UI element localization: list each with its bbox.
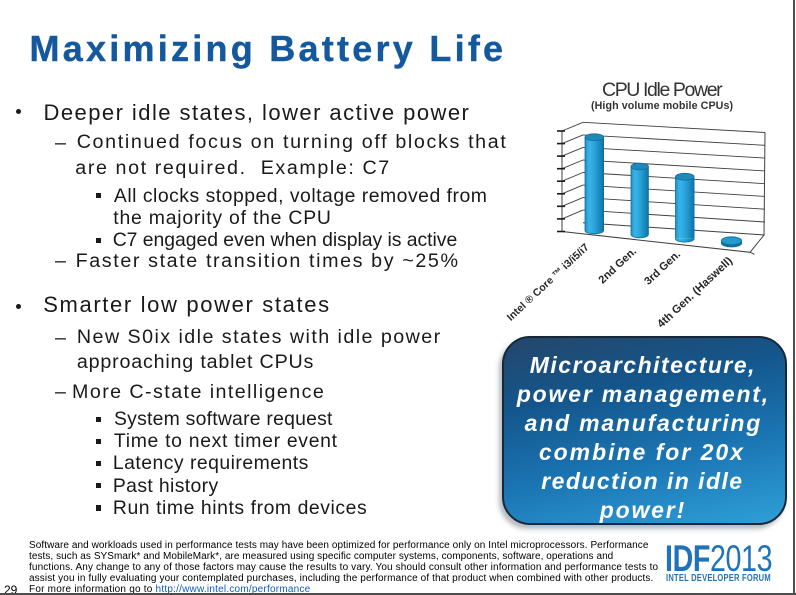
svg-text:Intel ® Core ™ i3/i5/i7: Intel ® Core ™ i3/i5/i7: [505, 241, 592, 323]
svg-text:2nd Gen.: 2nd Gen.: [596, 245, 639, 286]
svg-text:3rd Gen.: 3rd Gen.: [642, 248, 683, 287]
